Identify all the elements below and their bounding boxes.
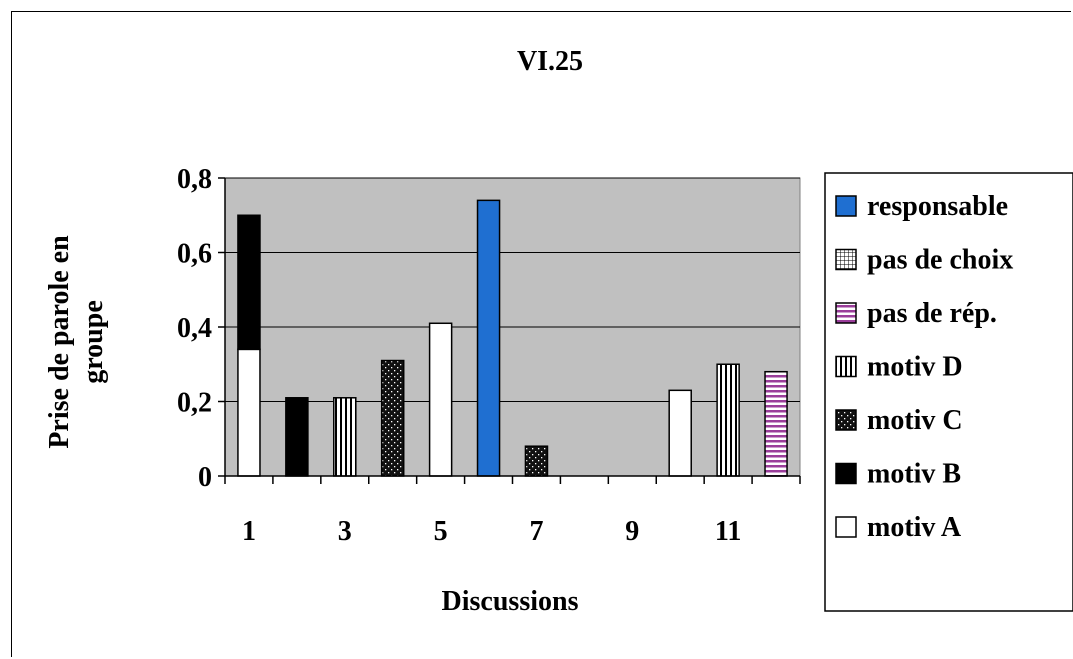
y-tick-label-1: 0,2 [177, 388, 212, 419]
bar-motiv-c-4 [380, 359, 405, 477]
y-tick-label-4: 0,8 [177, 164, 212, 195]
legend-label-motiv-a: motiv A [867, 512, 962, 543]
x-tick-label-1: 1 [242, 516, 256, 547]
y-tick-label-2: 0,4 [177, 313, 212, 344]
bar-motiv-b-1 [237, 214, 261, 351]
bar-responsable-6 [476, 199, 501, 477]
legend-swatch-pas-de-rep [835, 302, 857, 324]
y-tick-label-0: 0 [198, 462, 212, 493]
legend-label-pas-de-choix: pas de choix [867, 245, 1013, 276]
bar-motiv-a-5 [428, 322, 453, 477]
y-tick-label-3: 0,6 [177, 239, 212, 270]
chart-frame [11, 11, 1071, 657]
y-axis-label-line-1: Prise de parole en [44, 235, 75, 449]
x-axis: 1 3 5 7 9 11 [224, 475, 801, 547]
legend-box [824, 172, 1073, 612]
x-axis-label: Discussions [442, 586, 579, 617]
y-axis-label: Prise de parole en groupe [44, 235, 109, 449]
x-tick-label-5: 5 [434, 516, 448, 547]
x-tick-label-3: 3 [338, 516, 352, 547]
legend-label-motiv-b: motiv B [867, 459, 961, 490]
bar-motiv-c-7 [524, 445, 549, 477]
bar-motiv-d-3 [333, 397, 357, 477]
legend-swatch-motiv-c [835, 409, 857, 431]
legend-label-pas-de-rep: pas de rép. [867, 298, 997, 329]
bar-motiv-d-11 [716, 363, 740, 477]
x-tick-label-9: 9 [625, 516, 639, 547]
legend: responsable pas de choix pas de rép. motiv … [824, 172, 1073, 612]
x-tick-label-11: 11 [715, 516, 741, 547]
chart-title: VI.25 [517, 46, 583, 77]
legend-swatch-motiv-a [835, 516, 857, 538]
legend-swatch-motiv-b [835, 462, 857, 485]
bar-pas-de-rep-12 [764, 370, 788, 477]
x-tick-label-7: 7 [529, 516, 543, 547]
legend-swatch-motiv-d [835, 355, 857, 378]
legend-label-motiv-c: motiv C [867, 405, 963, 436]
bar-motiv-b-2 [285, 397, 309, 477]
legend-swatch-pas-de-choix [835, 248, 857, 271]
plot-area [224, 177, 801, 477]
legend-swatch-responsable [835, 195, 857, 217]
legend-label-responsable: responsable [867, 191, 1008, 222]
bar-motiv-a-10 [668, 389, 692, 477]
y-axis: 0 0,2 0,4 0,6 0,8 [177, 164, 226, 493]
y-axis-label-line-2: groupe [78, 300, 109, 384]
bar-motiv-a-1 [237, 348, 261, 477]
legend-label-motiv-d: motiv D [867, 352, 963, 383]
